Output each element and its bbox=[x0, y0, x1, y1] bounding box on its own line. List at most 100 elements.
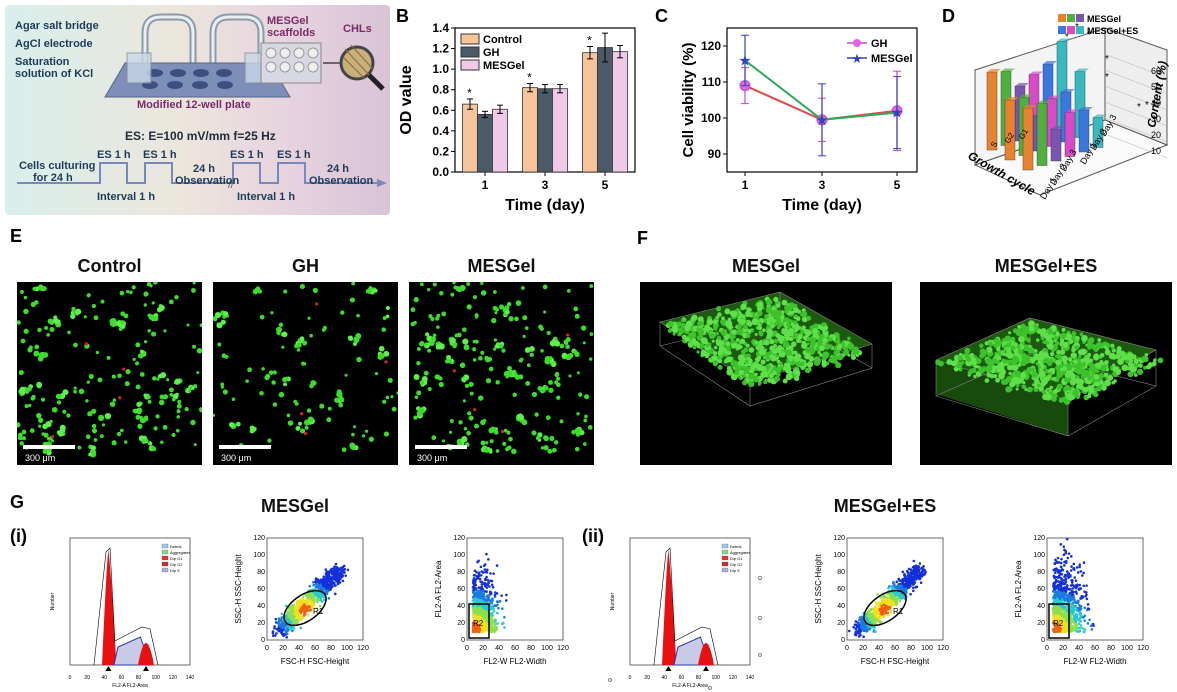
cell-3d bbox=[798, 360, 805, 367]
event-dot bbox=[859, 633, 862, 637]
event-dot bbox=[319, 578, 322, 582]
live-cell bbox=[193, 443, 197, 447]
cell-3d bbox=[1014, 377, 1022, 385]
cell-3d bbox=[715, 332, 719, 336]
cell-3d bbox=[1050, 395, 1057, 402]
live-cell bbox=[21, 391, 26, 396]
cell-3d bbox=[1014, 370, 1021, 378]
live-cell bbox=[524, 326, 529, 330]
cell-3d bbox=[1034, 388, 1038, 392]
live-cell bbox=[278, 322, 284, 328]
cell-3d bbox=[684, 324, 691, 332]
event-dot bbox=[474, 587, 478, 591]
significance-mark: * bbox=[1137, 102, 1141, 113]
cell-3d bbox=[822, 354, 828, 361]
live-cell bbox=[276, 326, 281, 332]
cell-3d bbox=[788, 302, 795, 309]
legend-swatch bbox=[460, 59, 480, 71]
cell-3d bbox=[1010, 358, 1018, 366]
event-dot bbox=[324, 568, 328, 571]
live-cell bbox=[468, 415, 474, 421]
event-dot bbox=[312, 597, 315, 601]
es-label-4: ES 1 h bbox=[277, 149, 311, 161]
event-dot bbox=[309, 597, 313, 600]
live-cell bbox=[543, 385, 549, 391]
cell-3d bbox=[1041, 390, 1047, 395]
cell-3d bbox=[1051, 376, 1056, 381]
cell-3d bbox=[713, 351, 718, 356]
live-cell bbox=[118, 327, 123, 332]
live-cell bbox=[235, 421, 241, 427]
live-dead-image-gh: 300 μm bbox=[211, 281, 400, 465]
live-cell bbox=[551, 362, 556, 367]
live-cell bbox=[134, 361, 140, 366]
event-dot bbox=[330, 571, 334, 575]
live-cell bbox=[493, 347, 497, 351]
live-cell bbox=[435, 345, 440, 350]
marker-dot bbox=[758, 653, 762, 657]
cell-3d bbox=[989, 373, 995, 379]
bar-3d-top bbox=[1043, 61, 1057, 64]
cell-3d bbox=[1143, 366, 1147, 370]
cell-3d bbox=[1040, 364, 1045, 369]
cell-3d bbox=[984, 378, 990, 383]
live-cell bbox=[421, 410, 425, 414]
y-tick-label: 60 bbox=[257, 586, 265, 593]
significance-mark: * bbox=[1105, 72, 1109, 83]
x-tick-label: 20 bbox=[479, 645, 487, 652]
event-dot bbox=[495, 600, 499, 603]
live-cell bbox=[495, 380, 500, 385]
cell-3d bbox=[779, 315, 784, 319]
event-dot bbox=[487, 597, 490, 600]
live-cell bbox=[502, 441, 507, 446]
cell-3d bbox=[1062, 341, 1069, 348]
live-cell bbox=[480, 350, 485, 355]
live-cell bbox=[548, 380, 553, 385]
cell-3d bbox=[1125, 359, 1130, 364]
cell-3d bbox=[1019, 372, 1027, 379]
cell-3d bbox=[1133, 358, 1139, 364]
live-cell bbox=[174, 378, 181, 385]
live-cell bbox=[438, 376, 443, 381]
live-cell bbox=[469, 391, 474, 396]
cell-3d bbox=[753, 375, 760, 383]
live-cell bbox=[137, 353, 143, 359]
event-dot bbox=[486, 627, 489, 630]
event-dot bbox=[310, 600, 314, 604]
x-tick-label: 120 bbox=[357, 645, 369, 652]
live-cell bbox=[589, 284, 594, 289]
event-dot bbox=[295, 602, 299, 605]
scaffold-label-2: scaffolds bbox=[267, 27, 316, 39]
x-tick-label: 120 bbox=[557, 645, 569, 652]
cell-3d bbox=[1021, 384, 1027, 390]
live-cell bbox=[151, 376, 157, 381]
event-dot bbox=[289, 625, 292, 629]
event-dot bbox=[500, 607, 504, 610]
live-cell bbox=[91, 303, 97, 309]
live-cell bbox=[424, 343, 428, 347]
live-cell bbox=[20, 338, 26, 344]
cell-3d bbox=[765, 356, 770, 360]
event-dot bbox=[505, 593, 508, 597]
event-dot bbox=[919, 581, 923, 585]
live-cell bbox=[38, 352, 45, 358]
live-cell bbox=[231, 397, 236, 401]
cell-3d bbox=[1093, 347, 1099, 353]
cell-3d bbox=[1007, 386, 1013, 392]
cell-3d bbox=[814, 357, 822, 364]
live-cell bbox=[526, 363, 531, 368]
live-cell bbox=[347, 335, 353, 341]
live-cell bbox=[111, 440, 117, 446]
event-dot bbox=[865, 619, 869, 622]
cell-3d bbox=[1046, 388, 1050, 392]
event-dot bbox=[852, 625, 855, 629]
cell-3d bbox=[749, 313, 753, 317]
live-cell bbox=[553, 440, 559, 445]
live-cell bbox=[349, 297, 356, 303]
marker-dot bbox=[758, 616, 762, 620]
event-dot bbox=[488, 585, 491, 588]
cell-3d bbox=[713, 345, 718, 350]
live-cell bbox=[151, 446, 157, 452]
live-cell bbox=[459, 362, 466, 369]
